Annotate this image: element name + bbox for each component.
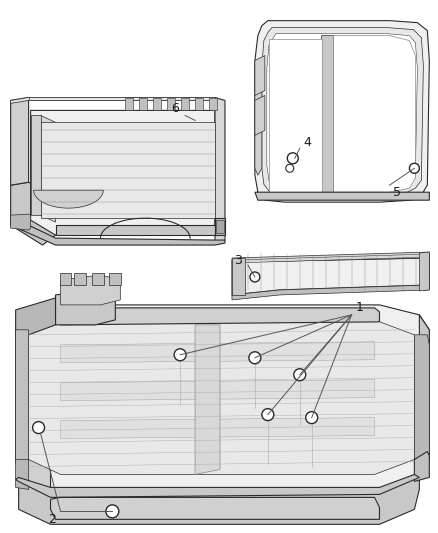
Polygon shape bbox=[110, 273, 121, 285]
Polygon shape bbox=[11, 98, 215, 103]
Polygon shape bbox=[195, 99, 203, 110]
Polygon shape bbox=[321, 36, 334, 194]
Polygon shape bbox=[139, 99, 147, 110]
Polygon shape bbox=[28, 320, 414, 474]
Polygon shape bbox=[16, 305, 429, 489]
Polygon shape bbox=[56, 308, 379, 325]
Circle shape bbox=[286, 164, 294, 172]
Circle shape bbox=[262, 409, 274, 421]
Polygon shape bbox=[419, 252, 429, 291]
Circle shape bbox=[249, 352, 261, 364]
Polygon shape bbox=[267, 34, 417, 190]
Circle shape bbox=[294, 369, 306, 381]
Circle shape bbox=[306, 411, 318, 424]
Polygon shape bbox=[56, 225, 215, 235]
Polygon shape bbox=[419, 315, 429, 474]
Polygon shape bbox=[255, 192, 429, 200]
Circle shape bbox=[287, 153, 298, 164]
Circle shape bbox=[174, 349, 186, 361]
Polygon shape bbox=[125, 99, 133, 110]
Polygon shape bbox=[232, 258, 429, 295]
Polygon shape bbox=[262, 28, 424, 194]
Polygon shape bbox=[31, 116, 41, 215]
Circle shape bbox=[32, 422, 45, 433]
Polygon shape bbox=[16, 474, 419, 497]
Polygon shape bbox=[31, 110, 215, 235]
Polygon shape bbox=[255, 21, 429, 202]
Polygon shape bbox=[195, 325, 220, 474]
Polygon shape bbox=[414, 335, 429, 464]
Polygon shape bbox=[92, 273, 104, 285]
Polygon shape bbox=[60, 342, 374, 363]
Polygon shape bbox=[16, 330, 28, 467]
Polygon shape bbox=[181, 99, 189, 110]
Text: 3: 3 bbox=[234, 254, 242, 266]
Polygon shape bbox=[215, 218, 225, 235]
Circle shape bbox=[250, 272, 260, 282]
Polygon shape bbox=[255, 55, 265, 95]
Polygon shape bbox=[50, 497, 379, 519]
Polygon shape bbox=[16, 459, 28, 489]
Polygon shape bbox=[16, 298, 56, 335]
Polygon shape bbox=[11, 182, 56, 245]
Polygon shape bbox=[167, 99, 175, 110]
Polygon shape bbox=[60, 417, 374, 439]
Polygon shape bbox=[41, 123, 215, 218]
Polygon shape bbox=[334, 36, 415, 192]
Polygon shape bbox=[232, 252, 429, 262]
Circle shape bbox=[410, 163, 419, 173]
Polygon shape bbox=[60, 379, 374, 401]
Polygon shape bbox=[11, 214, 31, 230]
Text: 6: 6 bbox=[171, 102, 179, 115]
Text: 5: 5 bbox=[393, 185, 402, 199]
Polygon shape bbox=[269, 38, 321, 192]
Polygon shape bbox=[414, 451, 429, 481]
Polygon shape bbox=[209, 99, 217, 110]
Polygon shape bbox=[11, 98, 28, 185]
Polygon shape bbox=[11, 225, 225, 245]
Text: 2: 2 bbox=[49, 513, 57, 526]
Text: 4: 4 bbox=[304, 136, 312, 149]
Polygon shape bbox=[255, 61, 262, 175]
Polygon shape bbox=[232, 254, 429, 263]
Polygon shape bbox=[16, 310, 50, 489]
Circle shape bbox=[106, 505, 119, 518]
Polygon shape bbox=[216, 220, 224, 233]
Polygon shape bbox=[56, 290, 115, 325]
Polygon shape bbox=[215, 98, 225, 243]
Polygon shape bbox=[74, 273, 86, 285]
Polygon shape bbox=[255, 95, 265, 135]
Polygon shape bbox=[41, 116, 56, 222]
Polygon shape bbox=[60, 273, 71, 285]
Polygon shape bbox=[34, 190, 103, 208]
Polygon shape bbox=[153, 99, 161, 110]
Polygon shape bbox=[19, 474, 419, 524]
Text: 1: 1 bbox=[356, 301, 364, 314]
Polygon shape bbox=[232, 285, 429, 300]
Polygon shape bbox=[232, 258, 245, 295]
Polygon shape bbox=[28, 98, 215, 100]
Polygon shape bbox=[60, 275, 120, 305]
